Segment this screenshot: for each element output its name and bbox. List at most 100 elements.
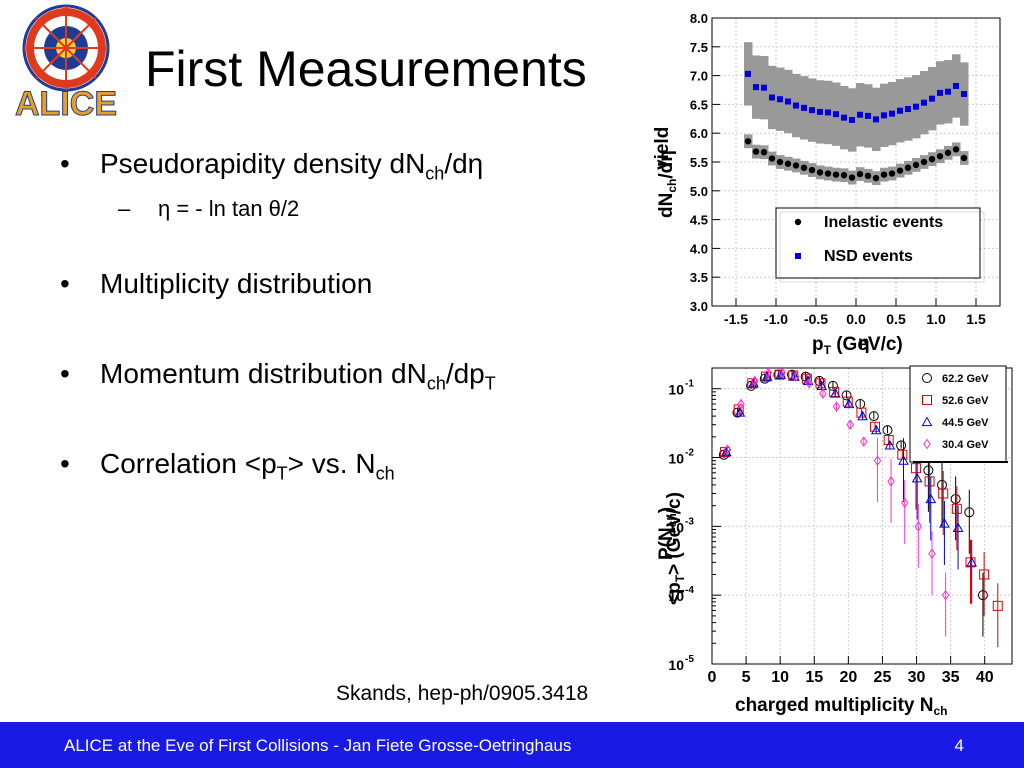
data-point xyxy=(832,401,841,412)
data-point xyxy=(734,407,746,417)
x-tick-label: 0.0 xyxy=(846,311,866,327)
data-point xyxy=(881,112,887,119)
data-point xyxy=(785,98,791,105)
data-point xyxy=(746,380,757,391)
data-point xyxy=(904,164,912,171)
data-point xyxy=(793,102,799,109)
x-tick-label: 20 xyxy=(839,669,857,686)
data-point xyxy=(897,107,903,114)
legend: Inelastic events NSD events xyxy=(775,207,985,283)
footer-bar: ALICE at the Eve of First Collisions - J… xyxy=(0,722,1024,768)
data-point xyxy=(912,161,920,169)
data-point xyxy=(888,170,896,177)
data-point xyxy=(964,507,975,518)
data-point xyxy=(864,172,872,180)
data-point xyxy=(856,170,864,178)
data-point xyxy=(829,388,841,398)
x-tick-label: -1.0 xyxy=(764,311,788,327)
y-tick-label: 7.5 xyxy=(690,40,708,55)
logo-emblem-icon xyxy=(22,4,110,92)
x-tick-label: 30 xyxy=(908,669,926,686)
data-point xyxy=(849,116,855,123)
x-tick-label: 10 xyxy=(771,669,789,686)
y-tick-label: 3.0 xyxy=(690,299,708,314)
legend-shadow xyxy=(779,211,985,283)
data-point xyxy=(920,158,928,166)
data-point xyxy=(870,421,881,432)
y-tick-label: 5.5 xyxy=(690,155,708,170)
bullet-rest: /dη xyxy=(444,148,484,179)
data-point xyxy=(860,436,868,448)
legend-label: Inelastic events xyxy=(824,214,943,231)
x-tick-label: 40 xyxy=(976,669,994,686)
data-point xyxy=(801,373,812,384)
page-number: 4 xyxy=(954,736,964,755)
x-tick-label: 0.5 xyxy=(886,311,906,327)
data-point xyxy=(824,170,832,177)
y-tick-exponent: -2 xyxy=(685,448,694,459)
data-point xyxy=(723,444,732,456)
data-point xyxy=(880,171,888,178)
data-point xyxy=(945,88,951,95)
legend-label: 30.4 GeV xyxy=(942,439,989,451)
legend-label: NSD events xyxy=(824,248,913,265)
y-axis-label-text: dNch/dη xyxy=(656,150,679,218)
data-point xyxy=(720,446,732,457)
legend-marker xyxy=(923,438,931,450)
bullet-dot-icon: • xyxy=(60,358,70,389)
data-point xyxy=(928,155,936,163)
bullet-rest: > vs. N xyxy=(287,448,376,479)
legend-label: 52.6 GeV xyxy=(942,395,989,407)
series-inelastic-events xyxy=(744,138,968,182)
x-tick-label: -1.5 xyxy=(724,311,748,327)
y-tick-label: 10 xyxy=(668,451,684,467)
data-point xyxy=(827,380,838,391)
data-point xyxy=(840,172,848,179)
data-point xyxy=(925,493,937,504)
x-tick-label: 5 xyxy=(742,669,751,686)
bullet-dot-icon: • xyxy=(60,268,70,299)
legend-marker xyxy=(921,416,933,427)
legend-label: 62.2 GeV xyxy=(942,373,989,385)
data-point xyxy=(960,154,968,162)
y-axis-label-overlay-text: yield xyxy=(652,127,673,170)
data-point xyxy=(884,439,896,450)
data-point xyxy=(801,104,807,111)
data-point xyxy=(753,84,759,91)
data-point xyxy=(924,476,935,487)
y-tick-label: 4.5 xyxy=(690,213,708,228)
y-tick-exponent: -4 xyxy=(685,585,694,596)
data-point xyxy=(911,472,923,483)
alice-logo: ALICE xyxy=(15,4,118,122)
plot-frame xyxy=(711,367,1013,665)
data-point xyxy=(759,373,770,384)
bullet-dot-icon: • xyxy=(60,448,70,479)
data-point xyxy=(938,488,949,499)
data-point xyxy=(760,149,768,156)
data-point xyxy=(896,167,904,174)
data-point xyxy=(883,434,894,445)
data-point xyxy=(792,162,800,169)
data-point xyxy=(761,84,767,91)
y-axis-label: P(Nch) xyxy=(656,507,679,560)
x-tick-label: 25 xyxy=(874,669,892,686)
y-tick-label: 10 xyxy=(668,657,684,673)
data-point xyxy=(865,112,871,119)
data-point xyxy=(937,89,943,96)
legend-marker xyxy=(922,395,932,405)
series-30-4-gev xyxy=(723,367,950,637)
data-point xyxy=(745,70,751,77)
x-tick-label: 15 xyxy=(805,669,823,686)
y-axis-label-overlay: yield xyxy=(652,127,673,170)
bullet-sub: ch xyxy=(375,463,395,484)
data-point xyxy=(910,463,921,474)
data-point xyxy=(939,517,950,528)
data-point xyxy=(929,95,935,102)
y-axis-label-overlay: <pT> (GeV/c) xyxy=(664,492,687,605)
y-axis-label-text: P(Nch) xyxy=(656,507,679,560)
bullet-rest: /dp xyxy=(445,358,485,389)
data-point xyxy=(966,556,978,567)
data-point xyxy=(817,108,823,115)
data-point xyxy=(829,386,840,397)
data-point xyxy=(764,367,773,379)
